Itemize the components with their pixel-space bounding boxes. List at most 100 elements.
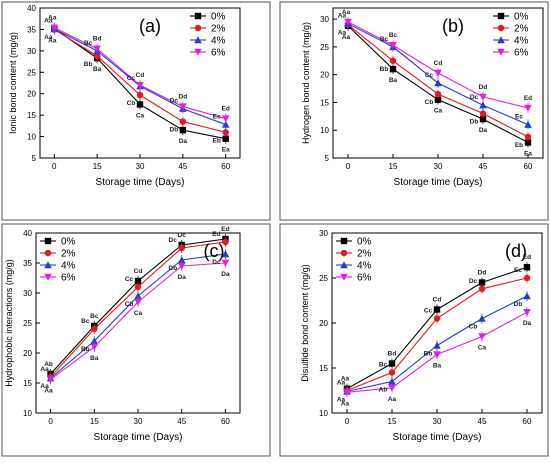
point-labels-0: Aa Bd Cd Dd Ed bbox=[341, 254, 531, 383]
significance-label: Eb bbox=[515, 142, 523, 149]
legend-label: 4% bbox=[211, 36, 226, 47]
legend-label: 6% bbox=[514, 48, 529, 59]
significance-label: Aa bbox=[44, 18, 53, 25]
significance-label: Da bbox=[179, 138, 188, 145]
y-axis-label: Hydrophobic interactions (mg/g) bbox=[4, 259, 14, 387]
significance-label: Ec bbox=[514, 267, 522, 274]
significance-label: Aa bbox=[338, 13, 347, 20]
point-labels-2: Aa Bc Cc Dc Ec bbox=[338, 13, 524, 121]
significance-label: Da bbox=[221, 271, 230, 278]
legend-marker bbox=[497, 12, 505, 20]
chart-panel: 5 10 15 20 25 30 35 40 0 15 30 45 60 Storage time (Da… bbox=[1, 1, 271, 221]
data-point bbox=[222, 129, 229, 136]
legend: 0%2%4%6% bbox=[190, 12, 226, 59]
panel-label: (c) bbox=[204, 241, 225, 261]
y-tick-label: 10 bbox=[27, 133, 36, 142]
y-tick-label: 20 bbox=[23, 349, 32, 358]
legend-marker bbox=[194, 24, 202, 32]
significance-label: Ba bbox=[90, 355, 99, 362]
point-labels-2: Aa Bb Cb Db Dc bbox=[40, 259, 221, 390]
y-tick-label: 5 bbox=[325, 154, 330, 163]
significance-label: Aa bbox=[341, 400, 350, 407]
significance-label: Bc bbox=[389, 32, 398, 39]
series-2 bbox=[344, 18, 532, 130]
panel-label: (d) bbox=[505, 241, 527, 261]
y-tick-label: 10 bbox=[23, 409, 32, 418]
legend-label: 2% bbox=[211, 24, 226, 35]
significance-label: Aa bbox=[341, 376, 350, 383]
significance-label: Bc bbox=[380, 36, 389, 43]
significance-label: Cc bbox=[425, 72, 434, 79]
significance-label: Aa bbox=[388, 396, 397, 403]
x-tick-label: 15 bbox=[90, 417, 99, 426]
series-0 bbox=[343, 262, 531, 394]
panel-frame bbox=[279, 1, 549, 221]
significance-label: Aa bbox=[337, 396, 346, 403]
significance-label: Bb bbox=[424, 351, 433, 358]
significance-label: Dd bbox=[179, 94, 188, 101]
significance-label: Ca bbox=[434, 108, 443, 115]
data-point bbox=[179, 118, 187, 125]
data-point bbox=[222, 238, 229, 246]
significance-label: Ed bbox=[221, 226, 229, 233]
x-tick-label: 60 bbox=[523, 417, 532, 426]
legend-label: 4% bbox=[61, 261, 76, 272]
y-axis-label: Disulfide bond content (mg/g) bbox=[300, 264, 310, 382]
legend-label: 2% bbox=[514, 24, 529, 35]
significance-label: Bd bbox=[93, 36, 102, 43]
significance-label: Aa bbox=[44, 34, 53, 41]
data-point bbox=[93, 52, 101, 60]
data-point bbox=[524, 133, 532, 141]
significance-label: Cc bbox=[424, 308, 433, 315]
significance-label: Ba bbox=[389, 77, 398, 84]
significance-label: Ed bbox=[523, 254, 531, 261]
data-point bbox=[479, 110, 487, 117]
panel-frame bbox=[1, 1, 271, 221]
data-point bbox=[343, 389, 351, 397]
significance-label: Ba bbox=[433, 363, 442, 370]
y-tick-label: 25 bbox=[27, 68, 36, 77]
data-point bbox=[524, 120, 532, 128]
significance-label: Aa bbox=[337, 380, 346, 387]
significance-label: Ec bbox=[515, 114, 523, 121]
data-point bbox=[388, 377, 396, 385]
significance-label: Dc bbox=[169, 237, 178, 244]
data-point bbox=[91, 325, 98, 333]
y-tick-label: 15 bbox=[23, 379, 32, 388]
significance-label: Ea bbox=[222, 147, 230, 154]
data-point bbox=[434, 96, 442, 103]
legend-label: 4% bbox=[357, 261, 372, 272]
significance-label: Dd bbox=[479, 84, 488, 91]
panel-frame bbox=[1, 223, 271, 457]
data-point bbox=[136, 81, 144, 89]
x-tick-label: 30 bbox=[134, 417, 143, 426]
legend-label: 6% bbox=[61, 273, 76, 284]
significance-label: Cd bbox=[136, 72, 145, 79]
significance-label: Dc bbox=[212, 259, 221, 266]
data-point bbox=[222, 135, 229, 142]
x-tick-label: 30 bbox=[434, 162, 443, 171]
data-point bbox=[388, 360, 396, 367]
y-tick-label: 40 bbox=[27, 4, 36, 13]
x-tick-label: 30 bbox=[433, 417, 442, 426]
x-tick-label: 45 bbox=[177, 417, 186, 426]
data-point bbox=[93, 45, 101, 53]
data-point bbox=[433, 351, 441, 359]
x-tick-label: 15 bbox=[389, 162, 398, 171]
data-point bbox=[523, 309, 531, 316]
significance-label: Db bbox=[168, 265, 177, 272]
x-axis-label: Storage time (Days) bbox=[393, 432, 482, 443]
significance-label: Bc bbox=[84, 40, 93, 47]
data-point bbox=[479, 115, 487, 123]
panel-label: (b) bbox=[442, 16, 464, 36]
significance-label: Cc bbox=[125, 276, 134, 283]
x-tick-label: 60 bbox=[524, 162, 533, 171]
series-3 bbox=[344, 16, 532, 113]
point-labels-0: Ab Bc Cd Dc Ed bbox=[44, 226, 229, 368]
data-point bbox=[523, 274, 531, 282]
panel-label: (a) bbox=[139, 16, 161, 36]
x-tick-label: 45 bbox=[178, 162, 187, 171]
significance-label: Dc bbox=[170, 98, 179, 105]
significance-label: Ab bbox=[379, 387, 388, 394]
